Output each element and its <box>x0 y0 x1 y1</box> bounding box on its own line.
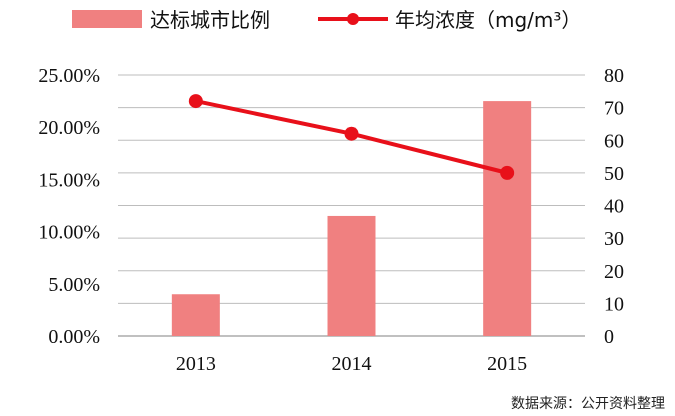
right-tick-label: 20 <box>604 261 624 283</box>
legend: 达标城市比例 年均浓度（mg/m³） <box>72 8 581 32</box>
left-tick-label: 0.00% <box>48 326 100 348</box>
right-tick-label: 10 <box>604 293 624 315</box>
right-tick-label: 30 <box>604 228 624 250</box>
line-point-2013 <box>188 94 203 109</box>
bar-series <box>171 101 532 336</box>
right-tick-label: 40 <box>604 196 624 218</box>
bar-2013 <box>171 294 220 336</box>
x-tick-label: 2015 <box>487 353 527 375</box>
line-point-2014 <box>344 126 359 141</box>
right-axis-ticks: 0 10 20 30 40 50 60 70 80 <box>604 65 624 348</box>
x-tick-label: 2014 <box>332 353 372 375</box>
legend-line-marker <box>347 13 359 25</box>
left-tick-label: 15.00% <box>38 169 100 191</box>
line-point-2015 <box>500 165 515 180</box>
bar-2014 <box>327 215 376 336</box>
left-axis-ticks: 0.00% 5.00% 10.00% 15.00% 20.00% 25.00% <box>38 65 100 348</box>
right-tick-label: 80 <box>604 65 624 87</box>
source-note: 数据来源：公开资料整理 <box>511 396 665 412</box>
x-axis-ticks: 2013 2014 2015 <box>176 353 527 375</box>
x-tick-label: 2013 <box>176 353 216 375</box>
right-tick-label: 0 <box>604 326 614 348</box>
right-tick-label: 50 <box>604 163 624 185</box>
legend-bar-swatch <box>72 10 142 28</box>
line-series <box>188 94 515 180</box>
left-tick-label: 10.00% <box>38 222 100 244</box>
legend-bar-label: 达标城市比例 <box>150 8 270 32</box>
left-tick-label: 20.00% <box>38 117 100 139</box>
bar-2015 <box>483 101 532 336</box>
legend-line-label: 年均浓度（mg/m³） <box>395 8 581 32</box>
right-tick-label: 60 <box>604 130 624 152</box>
left-tick-label: 25.00% <box>38 65 100 87</box>
left-tick-label: 5.00% <box>48 274 100 296</box>
right-tick-label: 70 <box>604 98 624 120</box>
